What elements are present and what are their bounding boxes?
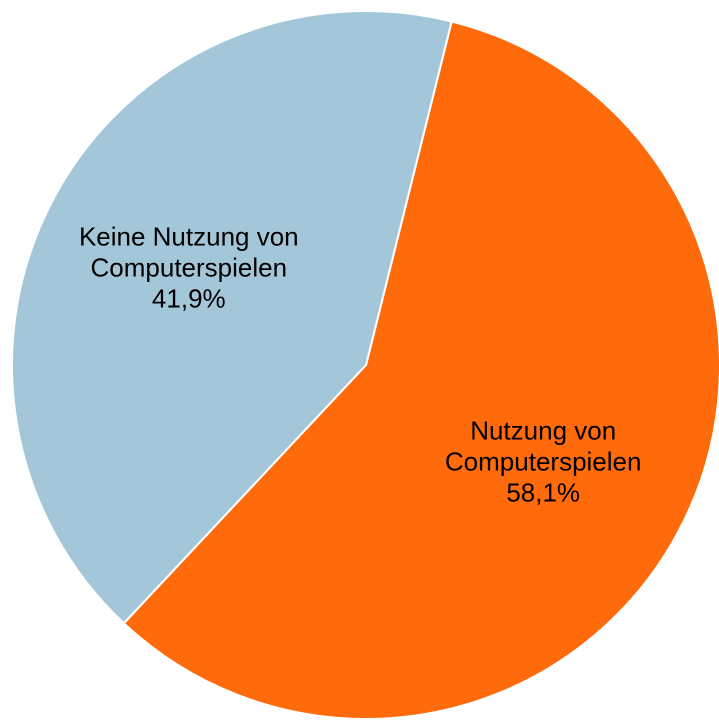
slice-label: Keine Nutzung von Computerspielen 41,9% <box>29 222 349 315</box>
slice-value: 41,9% <box>151 283 226 314</box>
pie-slice <box>122 20 719 720</box>
slice-name: Nutzung von Computerspielen <box>444 415 642 477</box>
slice-name: Keine Nutzung von Computerspielen <box>78 221 299 283</box>
pie-slice <box>11 10 453 625</box>
slice-value: 58,1% <box>506 477 581 508</box>
slice-label: Nutzung von Computerspielen 58,1% <box>383 415 703 508</box>
